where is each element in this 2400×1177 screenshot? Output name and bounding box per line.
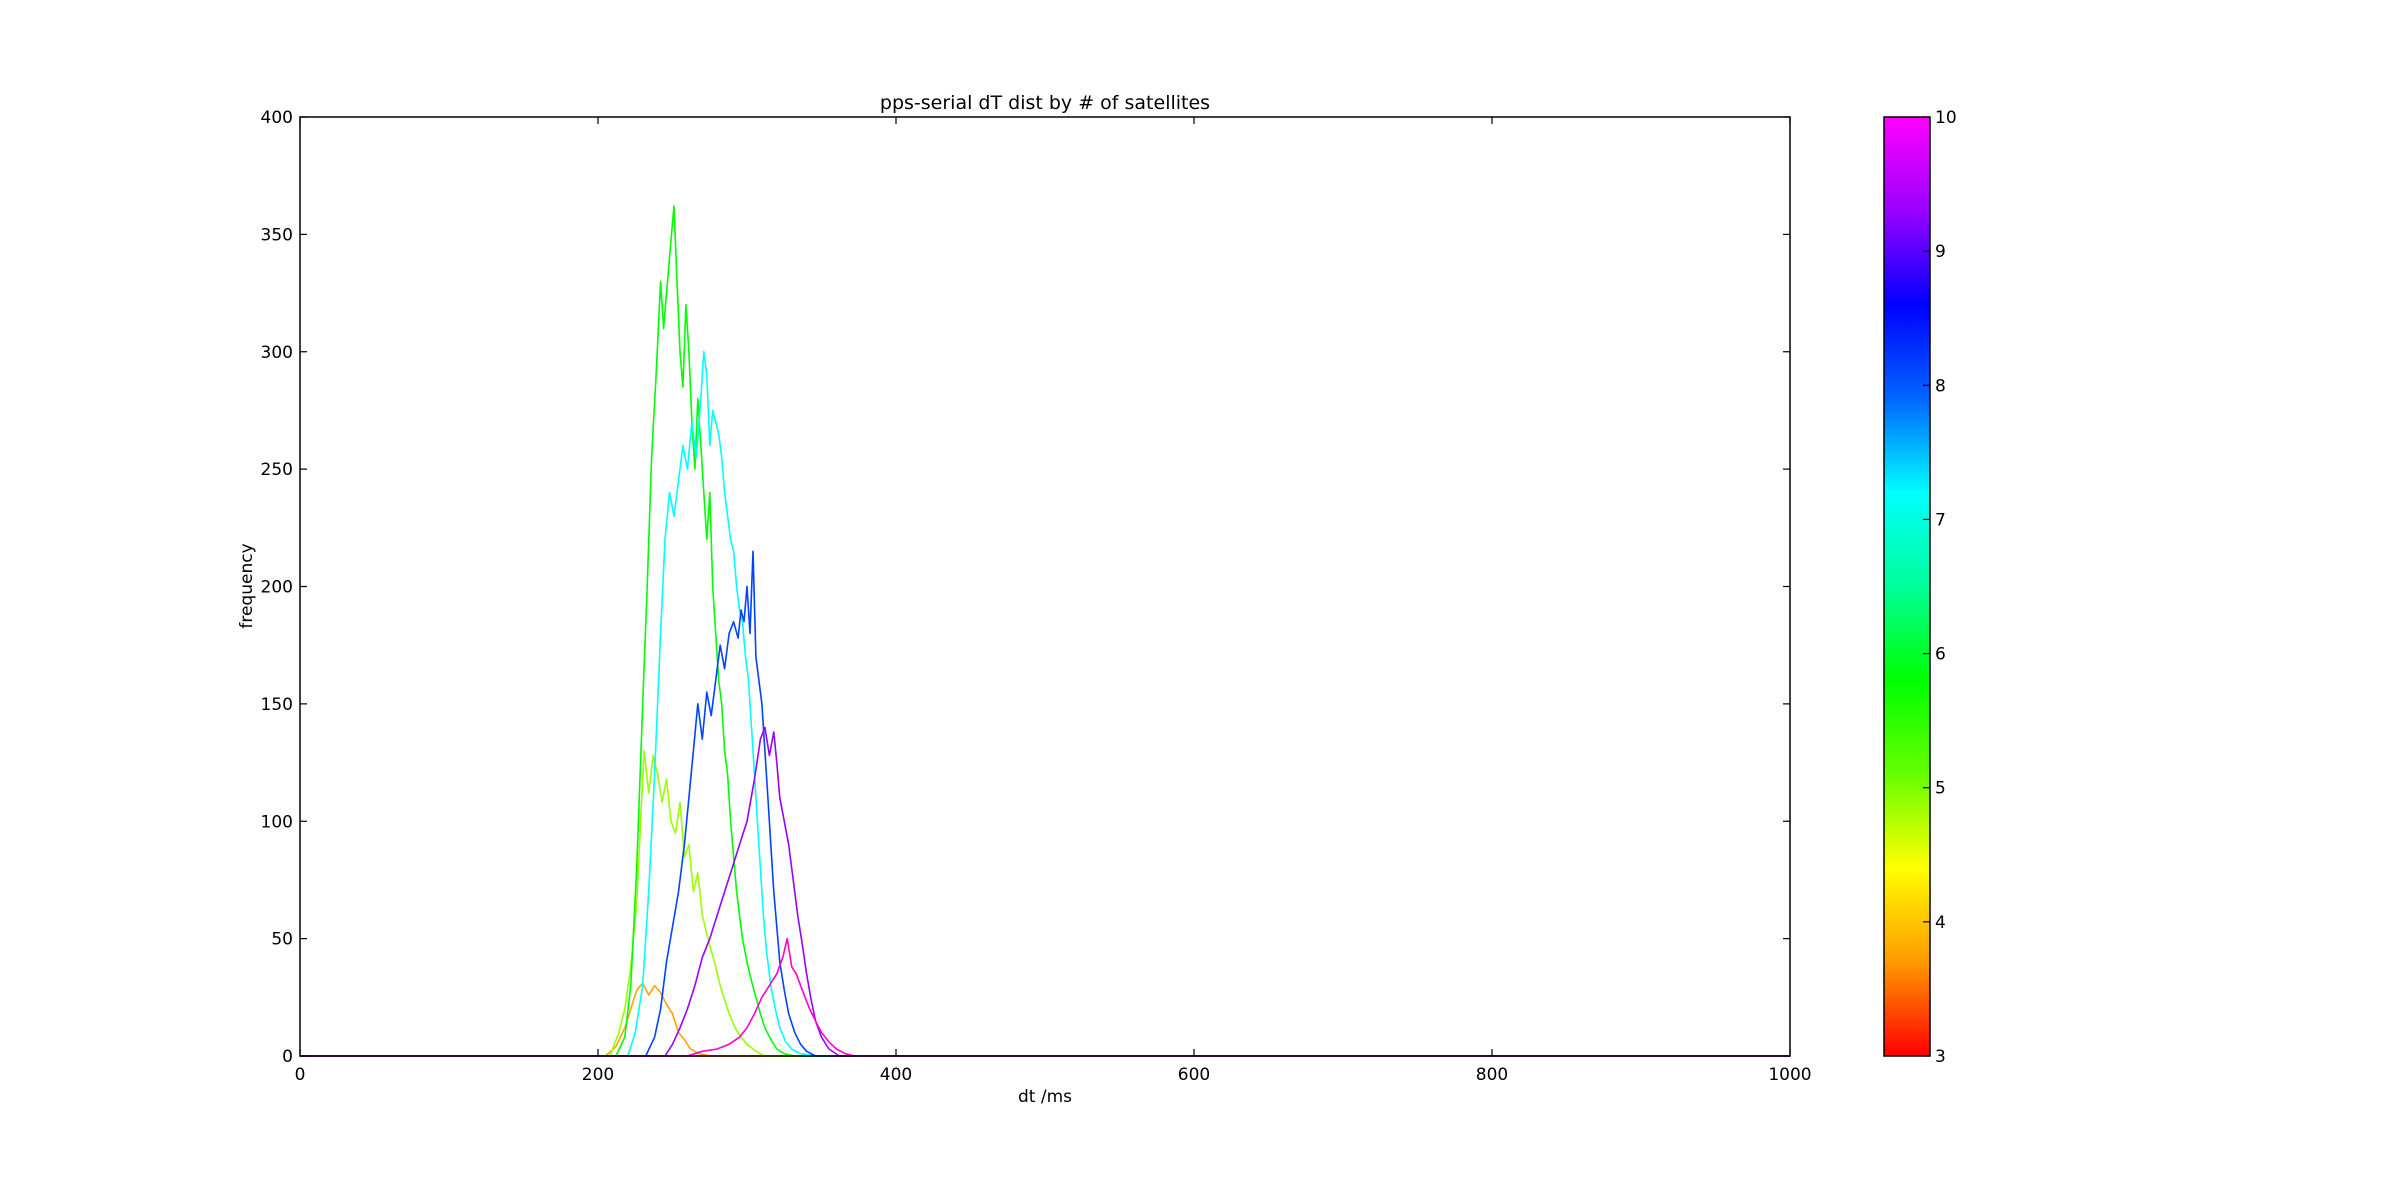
series-line-9-sats	[300, 726, 1790, 1057]
x-tick-label: 800	[1476, 1065, 1508, 1085]
colorbar-tick-label: 9	[1935, 242, 1946, 262]
y-tick-label: 400	[261, 108, 293, 128]
colorbar-tick-label: 4	[1935, 913, 1946, 933]
series-line-6-sats	[300, 205, 1790, 1057]
plot-area	[300, 117, 1790, 1056]
colorbar-tick-label: 10	[1935, 108, 1957, 128]
series-line-8-sats	[300, 550, 1790, 1057]
colorbar-ticks: 3 4 5 6 7 8 9 10	[1923, 108, 1957, 1067]
y-tick-label: 350	[261, 225, 293, 245]
x-axis-ticks: 0 200 400 600 800 1000	[295, 117, 1812, 1085]
y-tick-label: 200	[261, 578, 293, 598]
colorbar-tick-label: 7	[1935, 510, 1946, 530]
series-line-10-sats	[300, 937, 1790, 1057]
y-tick-label: 100	[261, 812, 293, 832]
series-line-5-sats	[300, 749, 1790, 1057]
x-tick-label: 0	[295, 1065, 306, 1085]
colorbar-tick-label: 8	[1935, 376, 1946, 396]
colorbar-gradient	[1883, 116, 1931, 1057]
y-tick-label: 50	[271, 930, 293, 950]
x-axis-label: dt /ms	[1018, 1087, 1072, 1107]
y-tick-label: 300	[261, 343, 293, 363]
series-line-7-sats	[300, 350, 1790, 1057]
colorbar-tick-label: 6	[1935, 645, 1946, 665]
y-axis-label: frequency	[237, 543, 257, 628]
x-tick-label: 600	[1178, 1065, 1210, 1085]
chart-title: pps-serial dT dist by # of satellites	[880, 92, 1210, 114]
x-tick-label: 1000	[1768, 1065, 1811, 1085]
y-tick-label: 250	[261, 460, 293, 480]
colorbar-tick-label: 5	[1935, 779, 1946, 799]
colorbar: 3 4 5 6 7 8 9 10	[1883, 108, 1957, 1067]
series-line-4-sats	[300, 982, 1790, 1057]
y-axis-ticks: 0 50 100 150 200 250 300 350 400	[261, 108, 1790, 1067]
x-tick-label: 400	[880, 1065, 912, 1085]
y-tick-label: 150	[261, 695, 293, 715]
y-tick-label: 0	[282, 1047, 293, 1067]
series-layer	[300, 205, 1790, 1057]
colorbar-tick-label: 3	[1935, 1047, 1946, 1067]
x-tick-label: 200	[582, 1065, 614, 1085]
